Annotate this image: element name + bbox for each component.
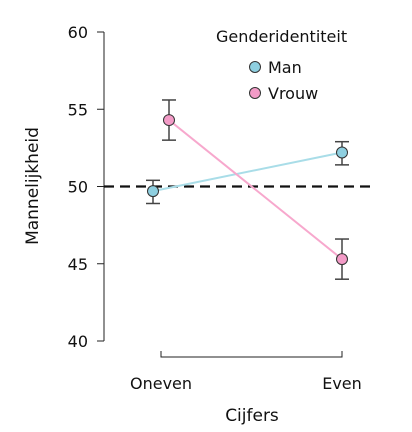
y-tick-label: 50	[68, 178, 88, 197]
y-tick-label: 40	[68, 332, 88, 351]
legend-marker-man	[249, 61, 261, 73]
x-axis-title: Cijfers	[225, 406, 279, 426]
data-point-man	[336, 146, 348, 159]
legend: Genderidentiteit Man Vrouw	[216, 27, 347, 103]
x-tick-label: Oneven	[130, 374, 192, 393]
series-line-man	[152, 151, 343, 193]
x-tick-label: Even	[322, 374, 362, 393]
legend-label-man: Man	[268, 58, 302, 77]
series-layer	[146, 99, 349, 280]
y-tick-label: 55	[68, 100, 88, 119]
data-point-vrouw	[163, 114, 175, 127]
x-axis-bracket	[160, 351, 343, 358]
y-tick-label: 45	[68, 255, 88, 274]
x-ticks: Oneven Even	[130, 374, 362, 393]
legend-label-vrouw: Vrouw	[268, 84, 318, 103]
data-point-vrouw	[336, 253, 348, 266]
y-tick-label: 60	[68, 23, 88, 42]
legend-marker-vrouw	[249, 87, 261, 99]
data-point-man	[147, 185, 159, 198]
series-line-vrouw	[168, 119, 343, 260]
legend-title: Genderidentiteit	[216, 27, 347, 46]
y-ticks: 40 45 50 55 60	[68, 23, 104, 351]
y-axis-title: Mannelijkheid	[23, 127, 43, 245]
